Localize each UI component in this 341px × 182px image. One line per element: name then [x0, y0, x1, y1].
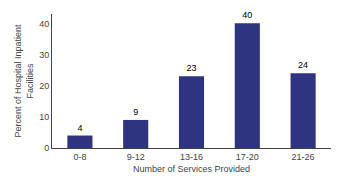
svg-text:13-16: 13-16	[180, 152, 203, 162]
svg-text:30: 30	[39, 50, 49, 60]
svg-text:4: 4	[77, 123, 82, 133]
svg-text:0: 0	[44, 143, 49, 153]
svg-text:17-20: 17-20	[236, 152, 259, 162]
svg-text:0-8: 0-8	[73, 152, 86, 162]
svg-text:9: 9	[133, 107, 138, 117]
svg-text:Number of Services Provided: Number of Services Provided	[133, 164, 250, 174]
svg-text:9-12: 9-12	[127, 152, 145, 162]
svg-text:40: 40	[242, 10, 252, 20]
svg-text:Percent of Hospital InpatientF: Percent of Hospital InpatientFacilities	[13, 24, 35, 138]
svg-text:40: 40	[39, 19, 49, 29]
svg-text:10: 10	[39, 112, 49, 122]
svg-text:24: 24	[298, 60, 308, 70]
svg-text:23: 23	[186, 63, 196, 73]
svg-text:20: 20	[39, 81, 49, 91]
svg-text:21-26: 21-26	[292, 152, 315, 162]
